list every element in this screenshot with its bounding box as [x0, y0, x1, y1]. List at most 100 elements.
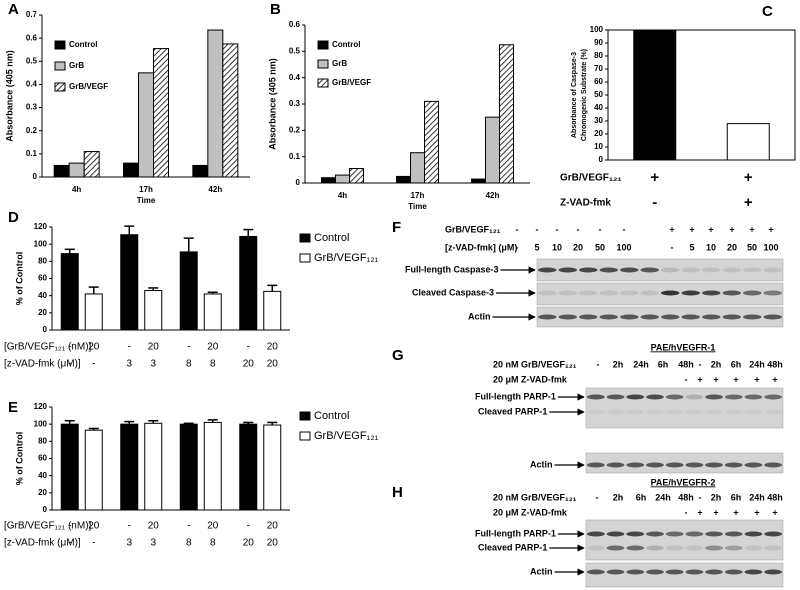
- band-label: Actin: [468, 311, 491, 321]
- y-axis-label: Chromogenic Substrate (%): [581, 49, 588, 141]
- bar: [263, 424, 282, 511]
- blot-band: [685, 569, 704, 575]
- legend-swatch: [317, 59, 329, 69]
- legend-label: GrB: [69, 61, 84, 70]
- blot-band: [685, 545, 704, 551]
- row-cell: -: [577, 224, 580, 234]
- y-tick-label: 0.1: [26, 149, 38, 158]
- row-cell: +: [754, 374, 759, 384]
- blot-band: [743, 290, 762, 296]
- row-cell: -: [699, 492, 702, 502]
- condition-cell: -: [652, 194, 657, 211]
- x-tick-label: 42h: [486, 191, 500, 200]
- condition-cell: +: [744, 194, 753, 211]
- blot-band: [620, 314, 639, 320]
- y-tick-label: 100: [34, 239, 48, 248]
- row-cell: 50: [747, 242, 757, 252]
- blot-band: [724, 394, 743, 400]
- blot-strip: [585, 452, 784, 474]
- blot-strip: [536, 306, 784, 328]
- blot-title: PAE/hVEGFR-1: [651, 342, 716, 352]
- y-tick-label: 60: [38, 454, 47, 463]
- bar: [120, 234, 139, 331]
- blot-band: [743, 314, 762, 320]
- legend-label: GrB/VEGF₁₂₁: [314, 252, 379, 264]
- row-cell: +: [754, 507, 759, 517]
- x-tick-label: 17h: [411, 191, 425, 200]
- blot-band: [685, 462, 704, 468]
- bar: [83, 151, 100, 178]
- blot-band: [599, 267, 618, 273]
- panel-label: H: [392, 484, 403, 501]
- bar: [192, 164, 209, 178]
- panel-label: C: [762, 3, 773, 20]
- blot-band: [763, 290, 782, 296]
- blot-band: [724, 409, 743, 415]
- row-cell: 6h: [731, 359, 742, 369]
- row-cell: 6h: [658, 359, 669, 369]
- x-axis-label: Time: [408, 202, 427, 211]
- bar: [123, 162, 139, 178]
- blot-band: [640, 290, 659, 296]
- row-cell: 6h: [731, 492, 742, 502]
- blot-band: [606, 569, 625, 575]
- bar: [499, 44, 514, 184]
- row-cell: 24h: [655, 492, 671, 502]
- blot-band: [640, 314, 659, 320]
- blot-band: [661, 314, 680, 320]
- legend-swatch: [54, 40, 66, 50]
- blot-band: [702, 314, 721, 320]
- blot-band: [744, 569, 763, 575]
- bar: [335, 174, 350, 184]
- blot-band: [626, 409, 645, 415]
- y-axis-label: Absorbance (405 nm): [267, 58, 277, 150]
- blot-band: [705, 394, 723, 400]
- blot-band: [586, 569, 605, 575]
- row-cell: -: [597, 359, 600, 369]
- x-tick-label: 4h: [72, 185, 81, 194]
- y-axis-label: % of Control: [14, 432, 24, 486]
- condition-cell: 3: [126, 359, 132, 370]
- condition-label: [GrB/VEGF₁₂₁ (nM)]: [4, 342, 92, 353]
- condition-cell: 8: [210, 359, 216, 370]
- blot-band: [705, 462, 723, 468]
- blot-band: [724, 545, 743, 551]
- y-tick-label: 40: [38, 471, 47, 480]
- condition-cell: -: [92, 359, 95, 370]
- legend-swatch: [299, 431, 311, 441]
- y-tick-label: 120: [34, 222, 48, 231]
- blot-band: [646, 394, 664, 400]
- panel-label: D: [8, 209, 19, 226]
- row-label: 20 nM GrB/VEGF₁₂₁: [493, 492, 577, 502]
- bar: [207, 29, 224, 178]
- y-tick-label: 0: [43, 325, 48, 334]
- legend-label: GrB: [332, 59, 347, 68]
- condition-cell: 20: [243, 538, 255, 549]
- row-cell: 48h: [678, 492, 694, 502]
- condition-cell: -: [247, 342, 250, 353]
- blot-band: [705, 569, 723, 575]
- row-cell: 100: [616, 242, 631, 252]
- y-tick-label: 120: [34, 402, 48, 411]
- blot-band: [606, 394, 625, 400]
- blot-band: [685, 531, 704, 537]
- blot-band: [606, 462, 625, 468]
- legend-label: GrB/VEGF: [69, 82, 108, 91]
- blot-band: [702, 290, 721, 296]
- legend-label: GrB/VEGF: [332, 78, 371, 87]
- blot-band: [665, 409, 684, 415]
- blot-band: [681, 290, 700, 296]
- row-cell: +: [697, 507, 702, 517]
- row-cell: 20: [727, 242, 737, 252]
- y-tick-label: 80: [594, 51, 603, 60]
- bar: [239, 235, 258, 331]
- band-label: Full-length Caspase-3: [405, 264, 499, 274]
- bar: [203, 421, 222, 511]
- band-label: Full-length PARP-1: [475, 391, 556, 401]
- blot-band: [661, 267, 680, 273]
- condition-cell: +: [744, 169, 753, 186]
- blot-band: [538, 267, 557, 273]
- y-tick-label: 0.1: [289, 152, 301, 161]
- bar: [203, 293, 222, 331]
